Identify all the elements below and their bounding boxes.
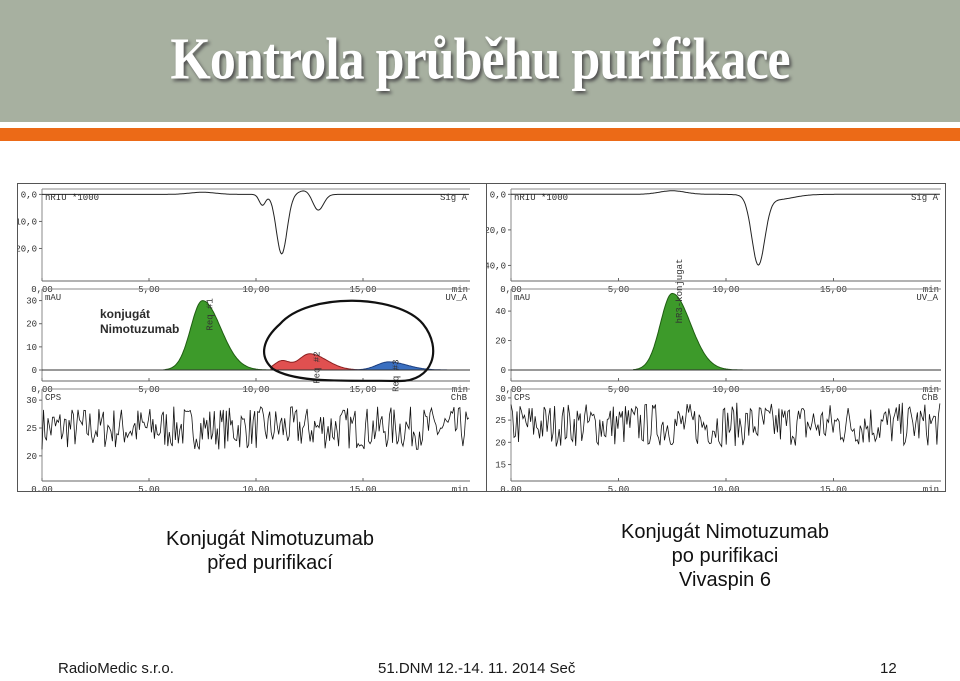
y-tick-label: 0,0 bbox=[21, 190, 37, 200]
accent-bar bbox=[0, 128, 960, 141]
x-axis-unit: min bbox=[923, 485, 939, 491]
impurity-circle-annotation bbox=[263, 299, 435, 383]
chromatogram-after-svg: nRIU *1000 Sig A 0,0 -20,0 -40,0 0,00 5,00 10,0… bbox=[487, 188, 941, 491]
chromatogram-before-svg: nRIU *1000 Sig A 0,0 -10,0 -20,0 0,00 5,00 10,0… bbox=[18, 188, 470, 491]
y-tick-label: -20,0 bbox=[18, 244, 37, 254]
x-axis-unit: min bbox=[923, 285, 939, 295]
peak-label: Req #3 bbox=[392, 359, 402, 391]
panel-unit-label: nRIU *1000 bbox=[45, 193, 99, 203]
peak-label: Req #1 bbox=[206, 298, 216, 330]
radioactivity-trace bbox=[510, 402, 941, 448]
panel-unit-label: CPS bbox=[514, 393, 530, 403]
peak-blue bbox=[350, 361, 464, 371]
y-tick-label: 20 bbox=[26, 452, 37, 462]
y-tick-label: 30 bbox=[26, 396, 37, 406]
y-tick-label: 0 bbox=[32, 366, 37, 376]
panel-unit-label: nRIU *1000 bbox=[514, 193, 568, 203]
x-tick-label: 0,00 bbox=[31, 485, 53, 491]
y-tick-label: 40 bbox=[495, 307, 506, 317]
y-tick-label: 30 bbox=[26, 297, 37, 307]
refractive-index-trace bbox=[42, 190, 469, 255]
panel-signal-label: UV_A bbox=[445, 293, 467, 303]
y-tick-label: 0,0 bbox=[490, 190, 506, 200]
x-tick-label: 10,00 bbox=[242, 285, 269, 295]
x-tick-label: 5,00 bbox=[138, 385, 160, 395]
chromatogram-after: nRIU *1000 Sig A 0,0 -20,0 -40,0 0,00 5,00 10,0… bbox=[486, 183, 946, 492]
caption-before: Konjugát Nimotuzumab před purifikací bbox=[120, 527, 420, 575]
caption-after: Konjugát Nimotuzumab po purifikaci Vivas… bbox=[565, 520, 885, 592]
title-bar: Kontrola průběhu purifikace bbox=[0, 0, 960, 122]
caption-before-line-1: Konjugát Nimotuzumab bbox=[166, 528, 374, 550]
panel-unit-label: mAU bbox=[45, 293, 61, 303]
x-tick-label: 15,00 bbox=[349, 385, 376, 395]
annotation-label: Nimotuzumab bbox=[100, 322, 179, 336]
panel-unit-label: CPS bbox=[45, 393, 61, 403]
caption-after-line-2: po purifikaci bbox=[671, 545, 779, 567]
x-tick-label: 15,00 bbox=[349, 285, 376, 295]
x-tick-label: 5,00 bbox=[138, 285, 160, 295]
x-tick-label: 15,00 bbox=[820, 385, 847, 395]
x-tick-label: 15,00 bbox=[820, 485, 847, 491]
y-tick-label: 25 bbox=[26, 424, 37, 434]
refractive-index-trace bbox=[511, 190, 940, 266]
y-tick-label: 20 bbox=[26, 320, 37, 330]
x-tick-label: 10,00 bbox=[242, 385, 269, 395]
peak-label: Req #2 bbox=[313, 351, 323, 383]
footer-company: RadioMedic s.r.o. bbox=[58, 660, 174, 677]
caption-after-line-1: Konjugát Nimotuzumab bbox=[621, 521, 829, 543]
y-tick-label: 20 bbox=[495, 438, 506, 448]
caption-before-line-2: před purifikací bbox=[207, 552, 333, 574]
x-tick-label: 10,00 bbox=[712, 385, 739, 395]
x-axis-unit: min bbox=[452, 285, 468, 295]
x-axis-unit: min bbox=[452, 485, 468, 491]
peak-red bbox=[270, 353, 385, 371]
panel-signal-label: Sig A bbox=[911, 193, 939, 203]
y-tick-label: 0 bbox=[501, 366, 506, 376]
peak-green bbox=[163, 300, 278, 371]
x-tick-label: 10,00 bbox=[712, 285, 739, 295]
peak-label: hR3-konjugat bbox=[675, 259, 685, 324]
x-tick-label: 0,00 bbox=[500, 485, 522, 491]
panel-signal-label: ChB bbox=[451, 393, 468, 403]
x-tick-label: 10,00 bbox=[242, 485, 269, 491]
x-tick-label: 5,00 bbox=[608, 385, 630, 395]
y-tick-label: 15 bbox=[495, 461, 506, 471]
x-tick-label: 15,00 bbox=[820, 285, 847, 295]
x-tick-label: 5,00 bbox=[608, 485, 630, 491]
x-tick-label: 15,00 bbox=[349, 485, 376, 491]
y-tick-label: 10 bbox=[26, 343, 37, 353]
radioactivity-trace bbox=[41, 406, 470, 450]
y-tick-label: 20 bbox=[495, 337, 506, 347]
panel-signal-label: Sig A bbox=[440, 193, 468, 203]
y-tick-label: -20,0 bbox=[487, 226, 506, 236]
caption-after-line-3: Vivaspin 6 bbox=[679, 569, 771, 591]
x-axis-unit: min bbox=[923, 385, 939, 395]
panel-signal-label: UV_A bbox=[916, 293, 938, 303]
footer-event: 51.DNM 12.-14. 11. 2014 Seč bbox=[378, 660, 576, 677]
slide-number: 12 bbox=[880, 660, 897, 677]
panel-signal-label: ChB bbox=[922, 393, 939, 403]
panel-unit-label: mAU bbox=[514, 293, 530, 303]
x-tick-label: 5,00 bbox=[138, 485, 160, 491]
y-tick-label: 25 bbox=[495, 416, 506, 426]
y-tick-label: -40,0 bbox=[487, 261, 506, 271]
y-tick-label: 30 bbox=[495, 394, 506, 404]
x-tick-label: 5,00 bbox=[608, 285, 630, 295]
slide-title: Kontrola průběhu purifikace bbox=[170, 26, 790, 93]
y-tick-label: -10,0 bbox=[18, 217, 37, 227]
peak-green bbox=[633, 292, 748, 371]
x-tick-label: 10,00 bbox=[712, 485, 739, 491]
x-axis-unit: min bbox=[452, 385, 468, 395]
annotation-label: konjugát bbox=[100, 307, 150, 321]
